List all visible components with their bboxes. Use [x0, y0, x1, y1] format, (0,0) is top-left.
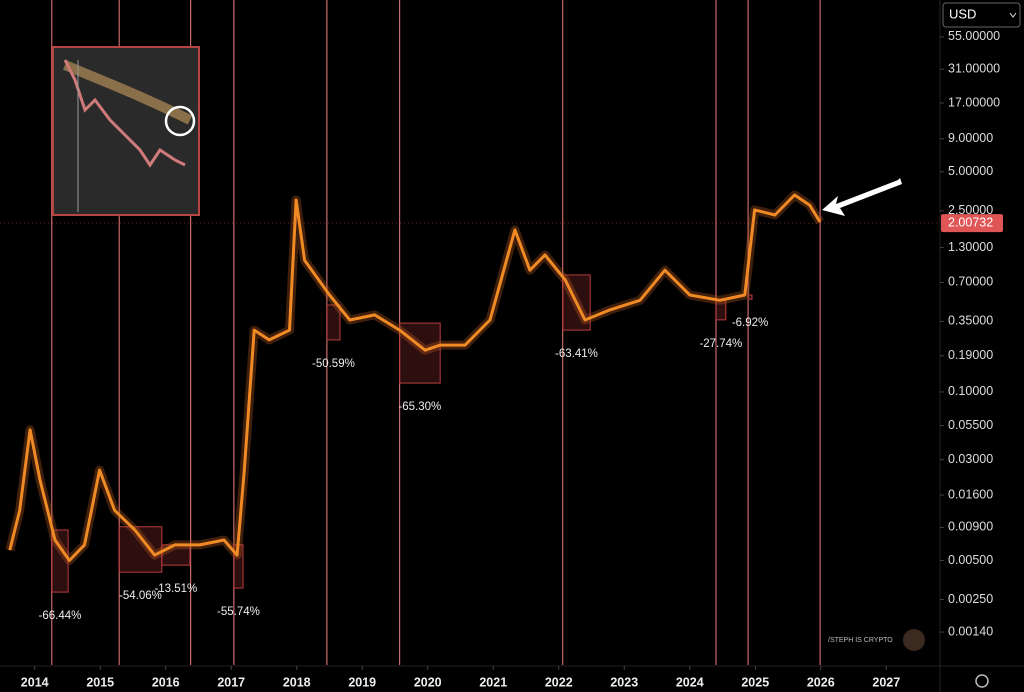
watermark-avatar	[903, 629, 925, 651]
y-tick-label: 0.01600	[948, 487, 993, 501]
y-tick-label: 0.00500	[948, 553, 993, 567]
drawdown-label: -6.92%	[732, 317, 768, 329]
y-tick-label: 0.00250	[948, 592, 993, 606]
settings[interactable]	[975, 674, 989, 688]
x-tick-label: 2023	[610, 675, 638, 689]
currency-label[interactable]: USD	[949, 6, 976, 21]
y-tick-label: 0.70000	[948, 275, 993, 289]
plot-area: -66.44% -54.06%-13.51% -55.74% -50.59% -65.3…	[5, 0, 824, 665]
last-price-label: 2.00732	[948, 215, 993, 229]
y-tick-label: 0.05500	[948, 418, 993, 432]
drawdown-label: -65.30%	[398, 401, 441, 413]
y-tick-label: 1.30000	[948, 240, 993, 254]
drawdown-label: -55.74%	[217, 606, 260, 618]
x-tick-label: 2020	[414, 675, 442, 689]
inset-ribbon	[63, 60, 193, 125]
watermark: /STEPH IS CRYPTO	[828, 637, 893, 644]
select-box[interactable]	[942, 2, 1021, 28]
x-tick-label: 2022	[545, 675, 573, 689]
x-tick-label: 2014	[21, 675, 49, 689]
y-tick-label: 0.00140	[948, 624, 993, 638]
price-line	[8, 193, 822, 562]
drawdown-label: -63.41%	[555, 348, 598, 360]
y-tick-label: 17.00000	[948, 95, 1000, 109]
arrow	[822, 178, 902, 216]
drawdown-label: -27.74%	[699, 338, 742, 350]
drawdown-label: -54.06%	[119, 590, 162, 602]
drawdown-label: -50.59%	[312, 358, 355, 370]
drawdown-label: -66.44%	[39, 610, 82, 622]
x-tick-label: 2021	[479, 675, 507, 689]
y-tick-label: 0.10000	[948, 384, 993, 398]
y-tick-label: 9.00000	[948, 131, 993, 145]
y-tick-label: 5.00000	[948, 164, 993, 178]
currency-select[interactable]: USD	[942, 2, 1021, 28]
x-tick-label: 2026	[807, 675, 835, 689]
chevron	[1009, 12, 1017, 18]
inset-highlight	[164, 105, 196, 137]
y-tick-label: 0.35000	[948, 314, 993, 328]
x-tick-label: 2015	[86, 675, 114, 689]
x-tick-label: 2025	[741, 675, 769, 689]
x-tick-label: 2019	[348, 675, 376, 689]
inset-candles	[63, 59, 186, 168]
drawdown-box	[326, 304, 341, 341]
y-tick-label: 31.00000	[948, 61, 1000, 75]
settings-icon[interactable]	[975, 674, 989, 688]
inset	[52, 46, 200, 216]
y-tick-label: 0.03000	[948, 452, 993, 466]
x-tick-label: 2027	[872, 675, 900, 689]
x-tick-label: 2016	[152, 675, 180, 689]
drawdown-box	[399, 322, 441, 384]
y-tick-label: 55.00000	[948, 29, 1000, 43]
y-tick-label: 0.00900	[948, 520, 993, 534]
x-tick-label: 2018	[283, 675, 311, 689]
last-price-tag	[941, 214, 1003, 233]
y-tick-label: 2.50000	[948, 203, 993, 217]
drawdown-box	[747, 294, 753, 300]
x-tick-label: 2024	[676, 675, 704, 689]
x-tick-label: 2017	[217, 675, 245, 689]
y-tick-label: 0.19000	[948, 348, 993, 362]
drawdown-label: -13.51%	[154, 583, 197, 595]
